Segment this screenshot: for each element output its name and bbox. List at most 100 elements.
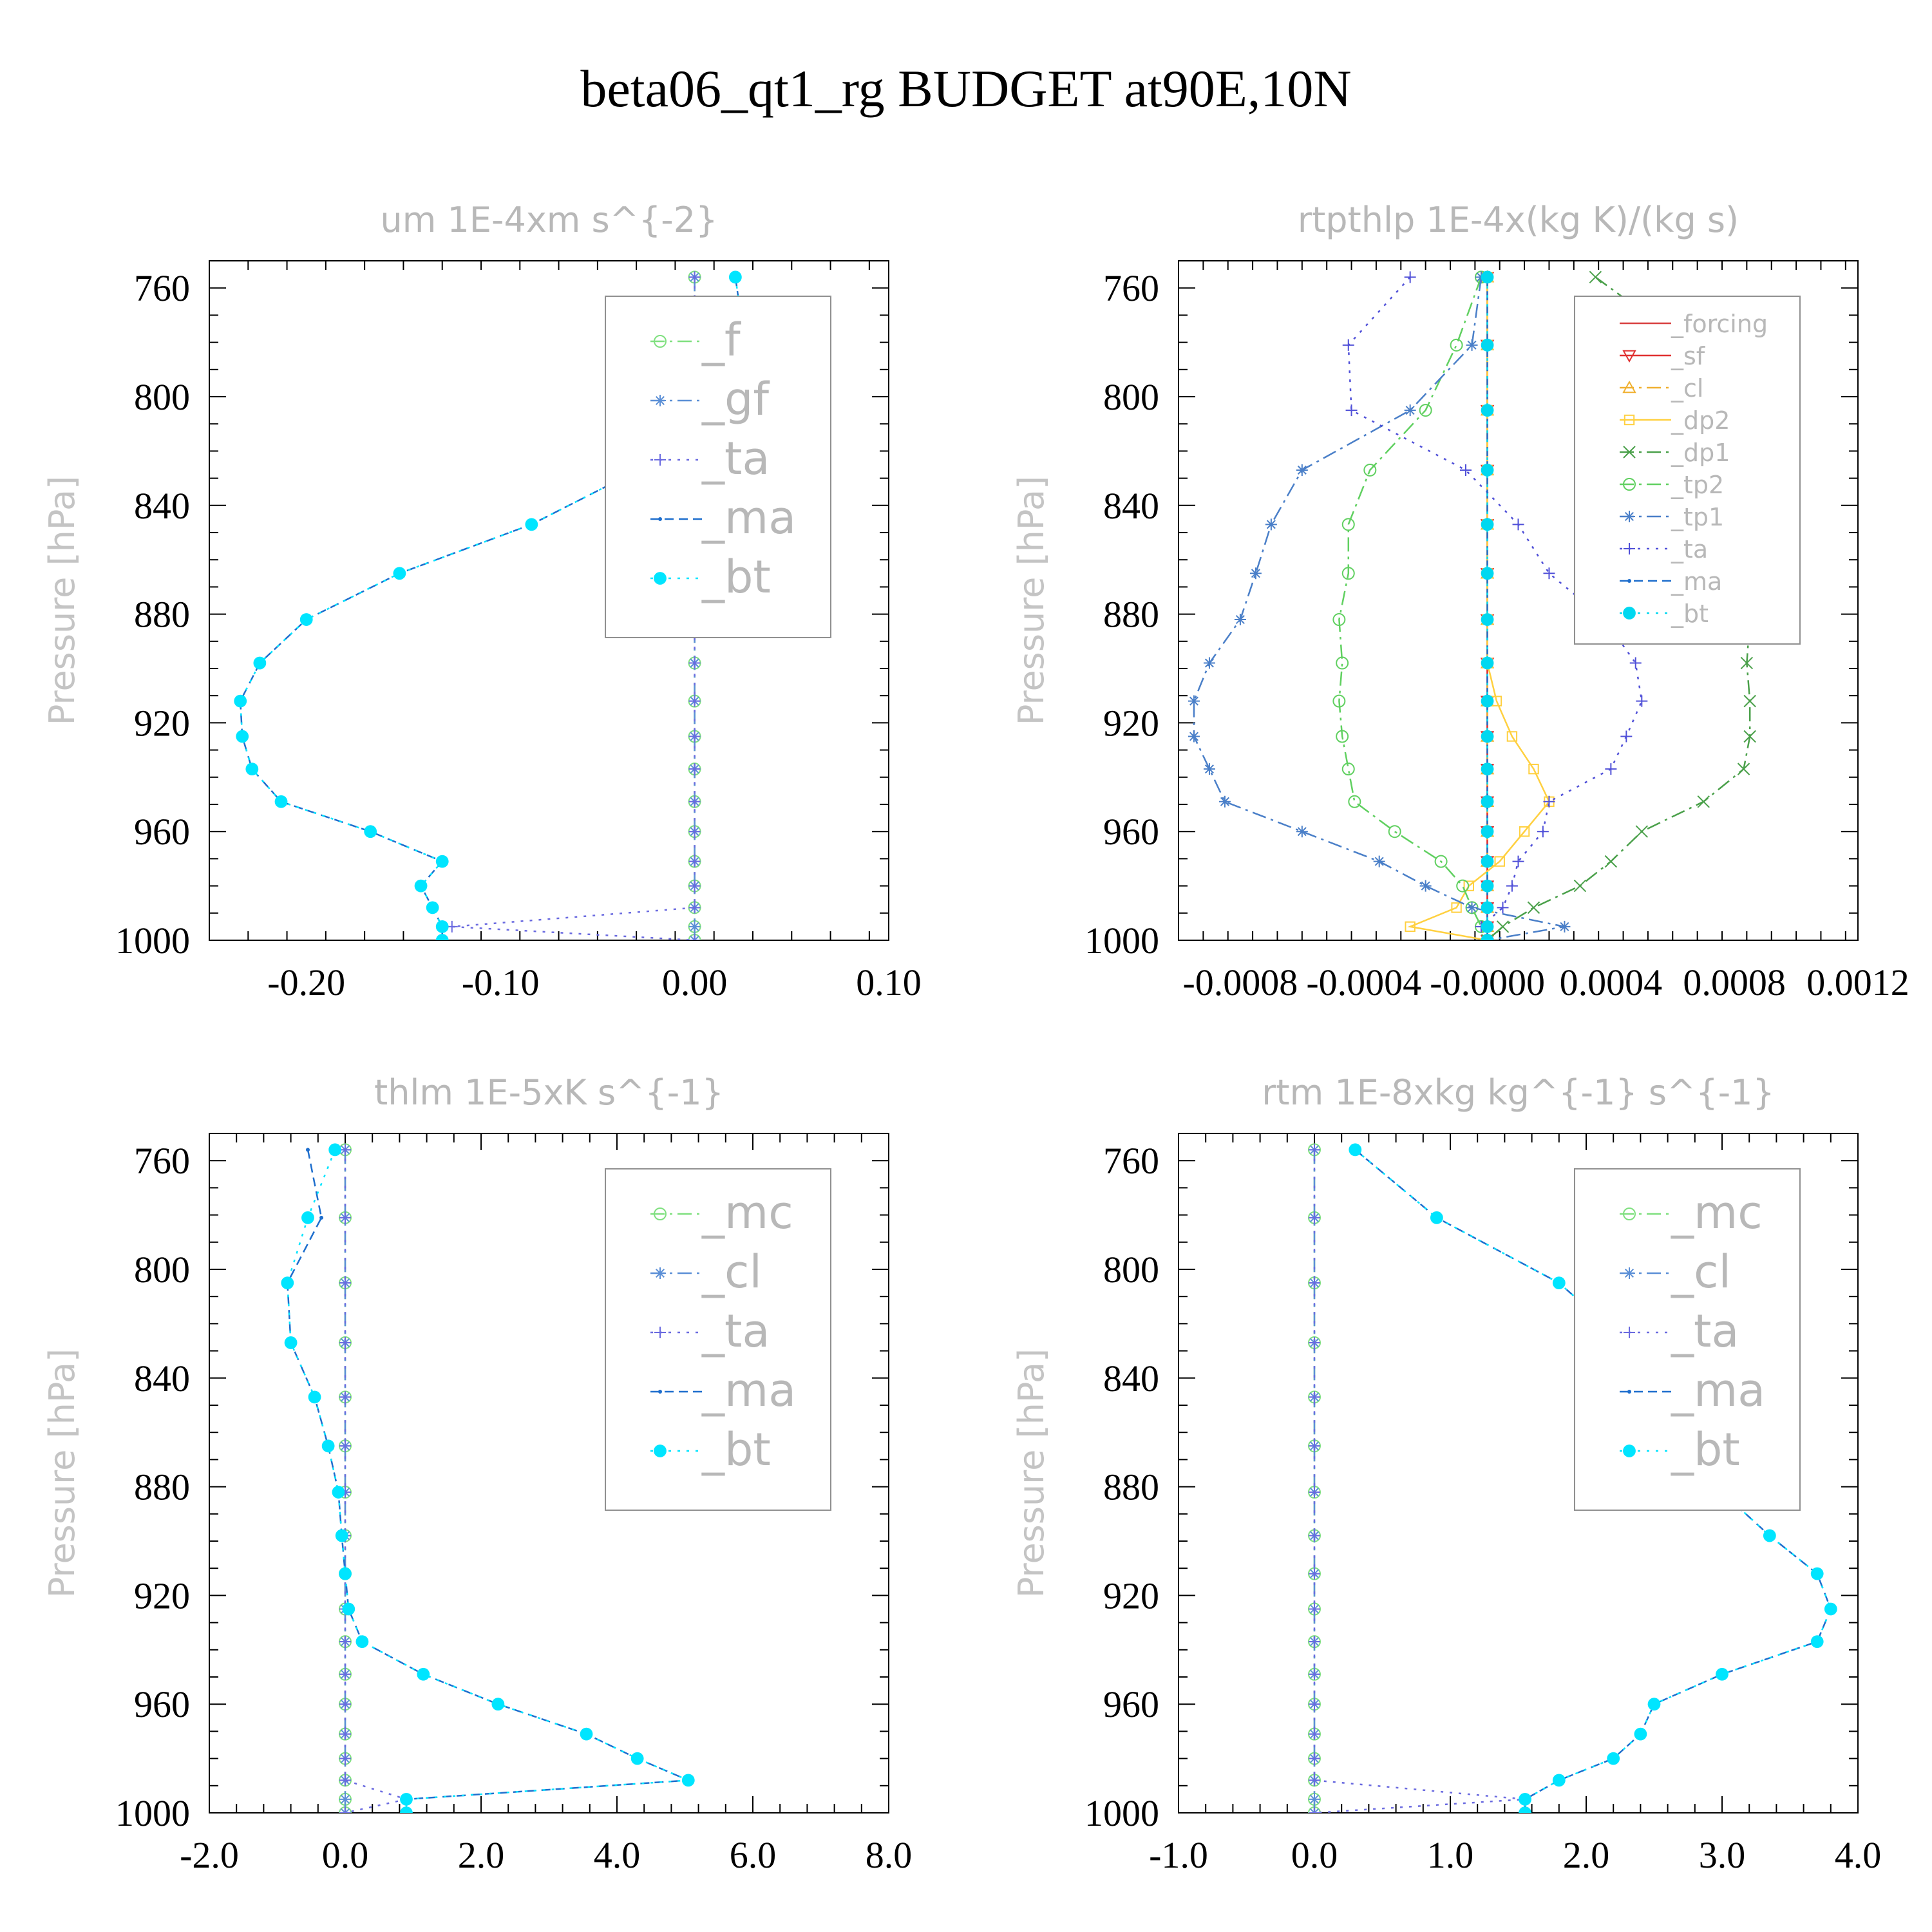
data-point [1309,1336,1320,1349]
data-point [284,1336,298,1349]
data-point [1459,464,1472,476]
data-point [1743,730,1756,743]
x-tick-label: 6.0 [730,1834,777,1876]
y-tick-label: 760 [1103,1140,1159,1182]
legend-item: _ma [650,491,796,544]
y-tick-label: 920 [1103,702,1159,744]
data-point [339,1336,351,1349]
legend-label: _ta [1671,1305,1739,1358]
legend-marker [1627,1390,1631,1394]
data-point [339,1440,351,1452]
series-line [239,277,746,940]
data-point [319,1215,324,1220]
data-point [1481,762,1494,776]
data-point [688,902,701,914]
legend-label: _cl [701,1245,762,1298]
data-point [1481,567,1494,580]
series-bt [1481,270,1494,940]
legend-label: _dp1 [1671,439,1730,467]
y-tick-label: 760 [134,1140,190,1182]
legend-item: _cl [650,1245,762,1298]
data-point [1481,879,1494,893]
data-point [435,934,449,940]
x-tick-label: 0.0 [322,1834,369,1876]
legend-marker [1627,579,1631,583]
data-point [328,1143,342,1157]
data-point [1573,879,1587,893]
data-point [1763,1529,1776,1542]
legend-label: _ma [701,1364,796,1417]
data-point [1481,825,1494,838]
data-point [1589,270,1602,284]
y-tick-label: 800 [1103,376,1159,418]
y-tick-label: 1000 [1084,1792,1159,1834]
data-point [274,795,288,808]
data-point [245,762,259,776]
data-point [339,1211,351,1224]
data-point [1309,1144,1320,1156]
legend-item: _ma [650,1364,796,1417]
series-line [287,1149,689,1813]
legend-item: _sf [1620,342,1706,370]
x-tick-label: 0.0012 [1806,961,1909,1003]
data-point [1697,795,1710,808]
data-point [339,1698,351,1710]
data-point [281,1276,294,1289]
data-point [1309,1440,1320,1452]
legend-item: _tp1 [1620,503,1724,531]
legend-label: _bt [1671,600,1709,628]
data-point [1234,614,1246,626]
data-point [342,1602,355,1616]
y-axis-label: Pressure [hPa] [1011,1349,1052,1598]
data-point [1265,518,1277,531]
data-point [1456,879,1470,893]
plot-frame [1178,1133,1859,1814]
data-point [339,1391,351,1403]
legend-box [605,1168,831,1511]
y-tick-label: 1000 [115,1792,190,1834]
y-tick-label: 800 [1103,1249,1159,1291]
data-point [1629,657,1642,669]
x-tick-label: 0.10 [856,961,922,1003]
legend-item: _dp2 [1620,406,1730,435]
data-point [1810,1567,1824,1580]
data-point [1309,1668,1320,1680]
data-point [1604,855,1618,868]
panel-4: rtm 1E-8xkg kg^{-1} s^{-1} Pressure [hPa]… [1011,1072,1881,1876]
data-point [688,934,701,940]
data-point [688,695,701,707]
legend-label: _ta [701,1305,770,1358]
data-point [1481,338,1494,352]
legend-label: _ta [701,432,770,485]
legend-item: _cl [1620,374,1703,402]
legend-marker [1624,543,1635,554]
legend-marker [1623,478,1636,491]
data-point [688,880,701,892]
data-point [426,901,439,914]
data-point [1309,1391,1320,1403]
data-point [1249,567,1262,580]
data-point [1737,762,1750,775]
x-tick-label: 0.0008 [1683,961,1786,1003]
y-tick-label: 960 [1103,811,1159,853]
data-point [1309,1698,1320,1710]
data-point [1481,518,1494,531]
data-point [1309,1567,1320,1580]
chart-panels: um 1E-4xm s^{-2} Pressure [hPa] 760 800 840 8… [42,200,1909,1876]
legend-box [1574,296,1801,645]
data-point [1309,1486,1320,1499]
data-point [339,1793,351,1805]
legend-label: _mc [1671,1186,1763,1239]
data-point [1506,731,1518,742]
legend-marker [654,454,666,466]
data-point [1537,826,1549,838]
data-point [234,694,247,708]
data-point [1740,656,1754,670]
data-point [1558,920,1571,933]
legend-label: _cl [1671,374,1703,402]
plot-frame [209,1133,889,1814]
x-tick-label: 3.0 [1699,1834,1746,1876]
legend-marker [658,517,662,521]
data-point [414,879,428,893]
data-point [1309,1774,1320,1786]
